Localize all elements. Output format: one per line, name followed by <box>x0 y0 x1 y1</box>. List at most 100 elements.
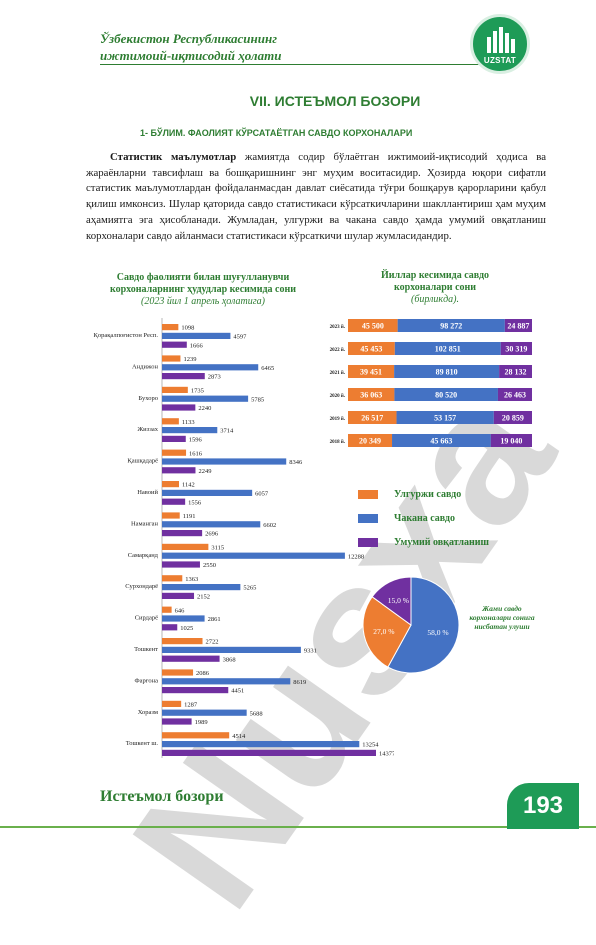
bar-value-label: 5265 <box>243 585 256 592</box>
bar <box>162 592 195 599</box>
category-label: Сурхондарё <box>125 583 158 590</box>
footer-title: Истеъмол бозори <box>100 788 224 805</box>
bar <box>162 561 200 568</box>
pie-slice-label: 15,0 % <box>388 596 409 605</box>
bar <box>162 489 253 496</box>
bar-value-label: 6602 <box>263 522 276 529</box>
bar-value-label: 1596 <box>189 437 203 444</box>
stacked-segment <box>504 319 532 332</box>
segment-value-label: 28 132 <box>505 368 527 377</box>
pie-slice <box>387 576 460 674</box>
bar <box>162 427 218 434</box>
bar <box>162 458 287 465</box>
segment-value-label: 53 157 <box>434 414 456 423</box>
legend-label-retail: Чакана савдо <box>394 512 455 524</box>
bar <box>162 575 183 582</box>
bar <box>162 481 179 488</box>
bar-value-label: 2086 <box>196 670 210 677</box>
stacked-segment <box>348 388 395 401</box>
building-icon <box>487 27 515 53</box>
uzstat-logo: UZSTAT <box>470 14 530 74</box>
stacked-segment <box>392 434 491 447</box>
bar-value-label: 8619 <box>293 679 306 686</box>
bar-value-label: 13254 <box>362 742 379 749</box>
bar <box>162 638 203 645</box>
bar-value-label: 4514 <box>232 733 246 740</box>
bar-value-label: 8346 <box>289 459 303 466</box>
right-chart-title-line2: корхоналари сони <box>393 282 477 293</box>
segment-value-label: 20 349 <box>359 437 381 446</box>
bar-value-label: 12288 <box>348 553 364 560</box>
category-label: Андижон <box>132 363 159 370</box>
bar-value-label: 4451 <box>231 688 244 695</box>
share-pie-chart: 58,0 % 27,0 % 15,0 % <box>362 576 460 674</box>
stacked-segment <box>348 411 397 424</box>
bar <box>162 341 187 348</box>
segment-value-label: 26 463 <box>504 391 526 400</box>
regional-bar-chart: Қорақалпоғистон Респ. 1098 4597 1666 Андижон… <box>94 318 394 758</box>
bar <box>162 718 192 725</box>
bar-value-label: 5785 <box>251 396 264 403</box>
bar-value-label: 2240 <box>198 405 211 412</box>
bar <box>162 404 196 411</box>
left-chart-title-line3: (2023 йил 1 апрель ҳолатига) <box>141 296 265 307</box>
bar <box>162 530 203 537</box>
bar-value-label: 2249 <box>198 468 211 475</box>
bar <box>162 386 188 393</box>
category-label: Тошкент ш. <box>126 740 159 747</box>
bar <box>162 678 291 685</box>
bar-value-label: 1363 <box>185 576 198 583</box>
stacked-segment <box>394 365 500 378</box>
right-chart-title: Йиллар кесимида савдо корхоналари сони (… <box>360 270 510 306</box>
bar-value-label: 1098 <box>181 325 194 332</box>
bar-value-label: 1989 <box>195 719 208 726</box>
bar <box>162 418 179 425</box>
bar-value-label: 1191 <box>183 513 196 520</box>
bar <box>162 669 194 676</box>
category-label: Наманган <box>131 520 159 527</box>
legend-swatch-retail <box>358 513 378 523</box>
stacked-segment <box>348 365 395 378</box>
right-chart-title-line3: (бирликда). <box>411 294 459 305</box>
segment-value-label: 102 851 <box>435 345 461 354</box>
segment-value-label: 20 859 <box>502 414 524 423</box>
bar <box>162 324 179 331</box>
stacked-segment <box>500 342 532 355</box>
header-title: Ўзбекистон Республикасининг ижтимоий-иқт… <box>100 30 400 64</box>
stacked-segment <box>493 411 532 424</box>
pie-caption-line1: Жами савдо <box>482 604 522 613</box>
bar <box>162 364 259 371</box>
pie-caption-line2: корхоналари сонига <box>469 613 535 622</box>
segment-value-label: 45 500 <box>362 322 384 331</box>
bar-value-label: 1142 <box>182 482 195 489</box>
stacked-segment <box>490 434 532 447</box>
bar <box>162 435 186 442</box>
category-label: Қорақалпоғистон Респ. <box>94 332 159 339</box>
segment-value-label: 39 451 <box>360 368 382 377</box>
segment-value-label: 24 887 <box>507 322 529 331</box>
category-label: Хоразм <box>138 709 158 716</box>
bar <box>162 646 301 653</box>
bar-value-label: 2861 <box>208 616 221 623</box>
bar-value-label: 4597 <box>233 334 247 341</box>
segment-value-label: 80 520 <box>435 391 457 400</box>
bar-value-label: 5688 <box>250 710 263 717</box>
category-label: Навоий <box>137 489 158 496</box>
bar <box>162 700 182 707</box>
category-label: Бухоро <box>138 395 158 402</box>
segment-value-label: 45 663 <box>430 437 452 446</box>
bar <box>162 741 360 748</box>
stacked-segment <box>396 411 494 424</box>
segment-value-label: 45 453 <box>360 345 382 354</box>
segment-value-label: 98 272 <box>440 322 462 331</box>
bar-value-label: 1025 <box>180 625 193 632</box>
legend-label-catering: Умумий овқатланиш <box>394 536 489 548</box>
pie-slice <box>371 576 412 626</box>
bar-value-label: 1556 <box>188 499 202 506</box>
year-label: 2020 й. <box>330 394 346 399</box>
logo-text: UZSTAT <box>483 56 517 65</box>
bar <box>162 687 229 694</box>
category-label: Фарғона <box>134 677 158 684</box>
left-chart-title: Савдо фаолияти билан шуғулланувчи корхон… <box>88 272 318 308</box>
header-title-line1: Ўзбекистон Республикасининг <box>100 31 278 46</box>
